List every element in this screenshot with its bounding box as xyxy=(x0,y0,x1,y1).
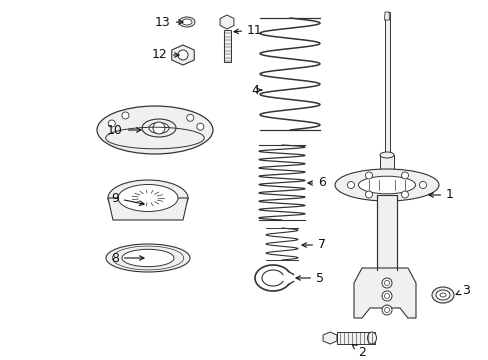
Text: 11: 11 xyxy=(234,23,263,36)
Text: 10: 10 xyxy=(107,123,141,136)
Text: 12: 12 xyxy=(152,49,179,62)
Ellipse shape xyxy=(106,244,190,272)
Ellipse shape xyxy=(334,169,438,201)
Circle shape xyxy=(419,181,426,189)
Circle shape xyxy=(381,305,391,315)
Ellipse shape xyxy=(97,106,213,154)
Text: 4: 4 xyxy=(250,84,261,96)
Polygon shape xyxy=(220,15,233,29)
Circle shape xyxy=(401,172,407,179)
Circle shape xyxy=(365,172,372,179)
Ellipse shape xyxy=(431,287,453,303)
Circle shape xyxy=(384,293,389,298)
Ellipse shape xyxy=(118,184,178,211)
Circle shape xyxy=(384,280,389,285)
Circle shape xyxy=(122,112,129,119)
Text: 6: 6 xyxy=(307,176,325,189)
Ellipse shape xyxy=(358,176,415,194)
Ellipse shape xyxy=(435,290,449,300)
Bar xyxy=(376,195,396,270)
Circle shape xyxy=(108,120,115,127)
Ellipse shape xyxy=(108,180,187,216)
Text: 1: 1 xyxy=(428,189,453,202)
Circle shape xyxy=(178,50,187,60)
Text: 8: 8 xyxy=(111,252,143,265)
Bar xyxy=(384,12,389,165)
Ellipse shape xyxy=(122,249,174,267)
Circle shape xyxy=(186,114,193,121)
Circle shape xyxy=(401,191,407,198)
Polygon shape xyxy=(171,45,194,65)
Text: 9: 9 xyxy=(111,192,144,206)
Circle shape xyxy=(153,122,164,134)
Ellipse shape xyxy=(179,17,195,27)
Polygon shape xyxy=(108,198,187,220)
Circle shape xyxy=(381,278,391,288)
Polygon shape xyxy=(384,12,389,20)
Text: 2: 2 xyxy=(351,345,365,359)
Polygon shape xyxy=(323,332,336,344)
Ellipse shape xyxy=(379,152,393,158)
Ellipse shape xyxy=(142,119,176,137)
Ellipse shape xyxy=(182,19,192,25)
Text: 5: 5 xyxy=(295,271,324,284)
Bar xyxy=(223,30,230,62)
Circle shape xyxy=(196,123,203,130)
Ellipse shape xyxy=(439,293,445,297)
Circle shape xyxy=(365,191,372,198)
Ellipse shape xyxy=(149,122,169,134)
Bar xyxy=(336,332,374,344)
Text: 3: 3 xyxy=(455,284,469,297)
Ellipse shape xyxy=(379,172,393,178)
Text: 7: 7 xyxy=(302,238,325,252)
Circle shape xyxy=(384,307,389,312)
Ellipse shape xyxy=(367,332,376,344)
Circle shape xyxy=(347,181,354,189)
Text: 13: 13 xyxy=(155,15,183,28)
Bar xyxy=(379,155,393,175)
Circle shape xyxy=(381,291,391,301)
Polygon shape xyxy=(353,268,415,318)
